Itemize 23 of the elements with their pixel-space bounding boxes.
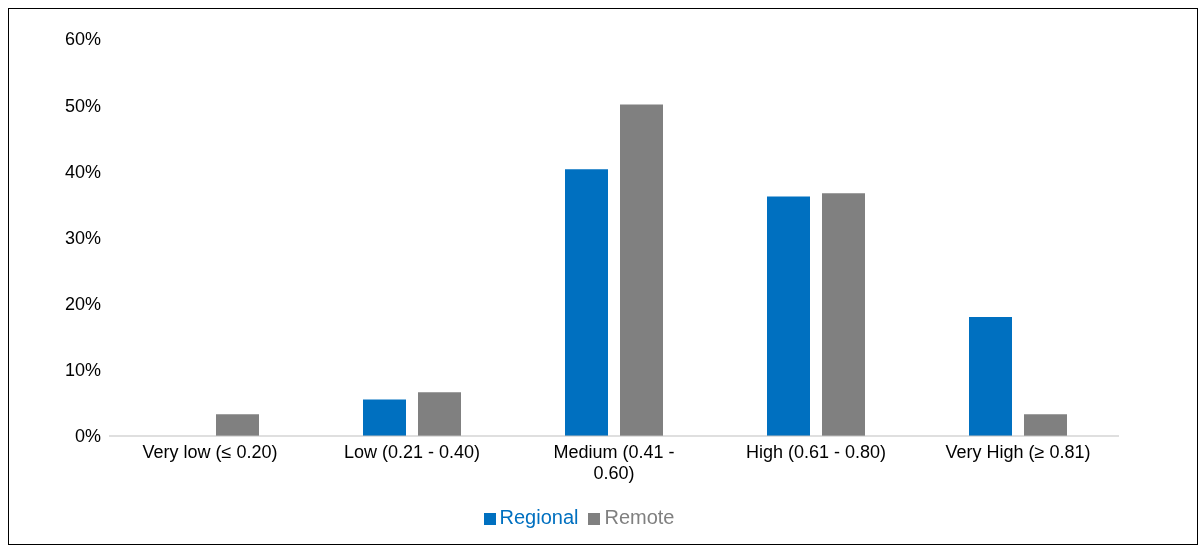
y-tick-label: 10%	[64, 360, 101, 381]
x-tick-label: Medium (0.41 - 0.60)	[553, 442, 675, 483]
bar	[1024, 414, 1067, 436]
y-tick-label: 20%	[64, 294, 101, 315]
x-tick-label: High (0.61 - 0.80)	[745, 442, 887, 462]
bar	[363, 399, 406, 436]
bar	[565, 169, 608, 436]
y-tick-label: 60%	[64, 29, 101, 50]
bar	[216, 414, 259, 436]
legend-label: Regional	[499, 506, 579, 528]
y-tick-label: 0%	[74, 426, 101, 447]
bar	[620, 104, 663, 436]
bar	[767, 196, 810, 436]
bar	[418, 392, 461, 436]
x-tick-label: Very low (≤ 0.20)	[142, 442, 278, 462]
x-tick-label: Very High (≥ 0.81)	[945, 442, 1091, 462]
y-tick-label: 30%	[64, 227, 101, 248]
x-tick-label: Low (0.21 - 0.40)	[343, 442, 481, 462]
bar	[969, 316, 1012, 436]
legend-label: Remote	[604, 506, 675, 528]
bar	[822, 193, 865, 436]
y-tick-label: 50%	[64, 95, 101, 116]
y-tick-label: 40%	[64, 161, 101, 182]
